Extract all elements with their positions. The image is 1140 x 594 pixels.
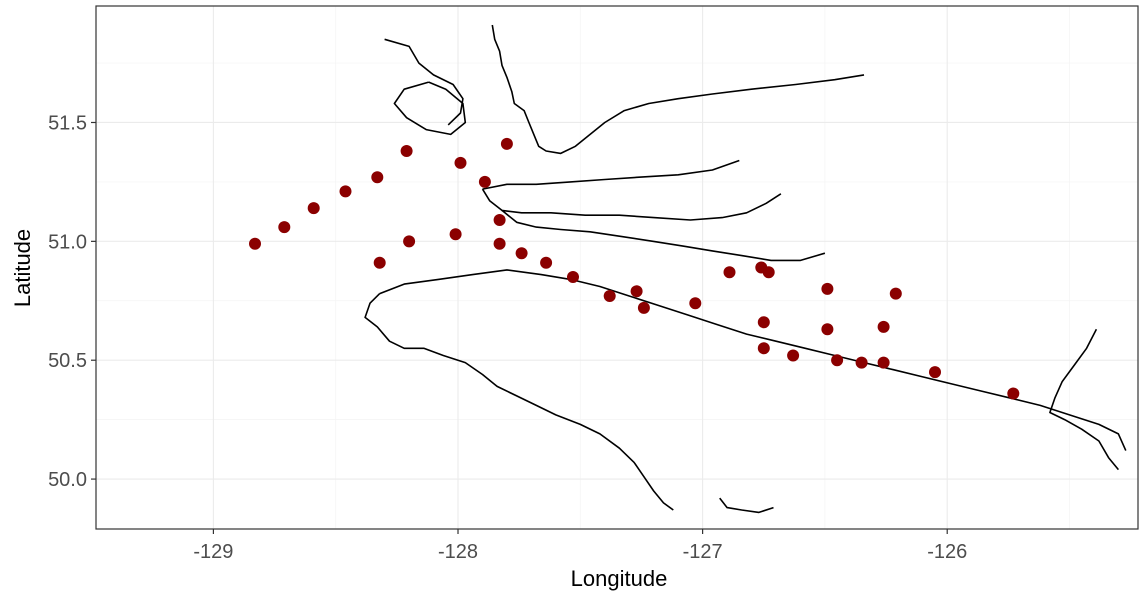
sample-point xyxy=(371,171,384,184)
sample-point xyxy=(400,145,413,157)
sample-point xyxy=(500,137,513,150)
x-axis-title: Longitude xyxy=(571,566,668,591)
sample-point xyxy=(454,156,467,169)
minor-gridlines xyxy=(96,6,1138,529)
sample-point xyxy=(540,256,553,269)
sample-point xyxy=(929,366,941,379)
sample-point xyxy=(1007,387,1020,400)
sample-point xyxy=(339,185,352,198)
sample-point xyxy=(757,342,770,355)
y-tick-label: 50.5 xyxy=(48,350,87,372)
sample-point xyxy=(831,354,844,367)
sample-point xyxy=(449,228,462,241)
sample-point xyxy=(567,271,579,283)
sample-points xyxy=(249,137,1020,400)
sample-point xyxy=(855,356,868,369)
y-tick-label: 51.0 xyxy=(48,231,87,253)
coastline xyxy=(393,81,467,136)
sample-point xyxy=(478,175,491,188)
x-axis-ticks: -129 -128 -127 -126 xyxy=(193,529,967,563)
x-tick-label: -129 xyxy=(193,541,233,563)
sample-point xyxy=(762,266,775,279)
sample-point xyxy=(278,221,291,234)
sample-point xyxy=(249,237,261,250)
x-tick-label: -126 xyxy=(927,541,967,563)
sample-point xyxy=(889,287,902,300)
sample-point xyxy=(757,316,770,329)
coastline xyxy=(501,209,826,262)
sample-point xyxy=(515,247,528,260)
coastline xyxy=(719,497,774,514)
sample-point xyxy=(723,266,736,279)
coastline xyxy=(491,24,865,155)
sample-point xyxy=(877,356,890,369)
x-tick-label: -128 xyxy=(438,541,478,563)
sample-point xyxy=(630,285,643,298)
y-tick-label: 50.0 xyxy=(48,469,87,491)
y-axis-title: Latitude xyxy=(10,229,35,307)
sample-point xyxy=(821,323,834,336)
x-tick-label: -127 xyxy=(683,541,723,563)
sample-point xyxy=(493,237,506,250)
sample-point xyxy=(877,320,890,333)
major-gridlines xyxy=(96,6,1138,529)
coastline xyxy=(379,269,1127,451)
sample-point xyxy=(689,297,702,310)
sample-point xyxy=(307,202,320,215)
sample-point xyxy=(403,235,416,248)
coastline xyxy=(482,159,740,190)
sample-point xyxy=(821,282,834,295)
sample-point xyxy=(637,301,650,314)
y-axis-ticks: 50.0 50.5 51.0 51.5 xyxy=(48,112,96,491)
coastline xyxy=(1049,328,1120,471)
coastline xyxy=(384,38,464,126)
panel-border xyxy=(95,5,1139,530)
sample-point xyxy=(603,290,616,302)
sample-point xyxy=(493,214,506,226)
y-tick-label: 51.5 xyxy=(48,112,87,134)
coastline-group xyxy=(364,24,1127,514)
sample-point xyxy=(373,256,386,269)
coastline xyxy=(364,293,674,511)
sample-point xyxy=(787,349,800,362)
